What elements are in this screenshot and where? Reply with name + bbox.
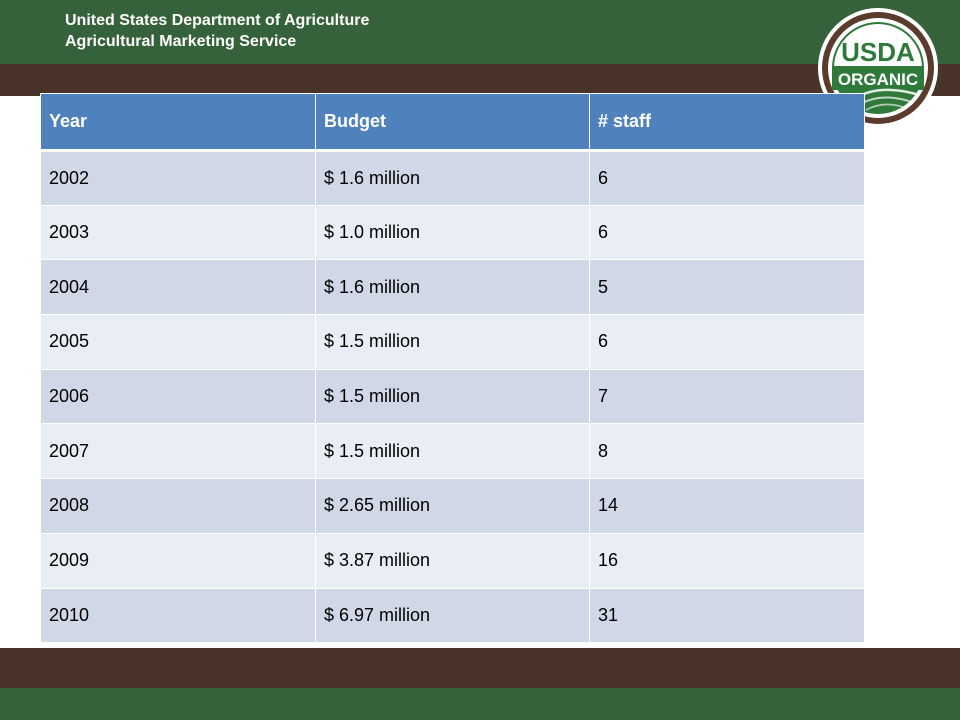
table-row: 2002 $ 1.6 million 6 <box>40 150 865 206</box>
cell-budget: $ 1.5 million <box>315 314 590 370</box>
cell-staff: 31 <box>589 587 865 644</box>
seal-bottom-text: ORGANIC <box>838 70 918 89</box>
table-row: 2006 $ 1.5 million 7 <box>40 368 865 425</box>
table-row: 2004 $ 1.6 million 5 <box>40 259 865 316</box>
cell-year: 2004 <box>40 259 316 316</box>
agency-name: United States Department of Agriculture <box>65 12 370 29</box>
cell-budget: $ 1.5 million <box>315 368 590 425</box>
cell-year: 2010 <box>40 587 316 644</box>
cell-budget: $ 3.87 million <box>315 532 590 589</box>
column-header-budget: Budget <box>315 93 590 152</box>
cell-staff: 14 <box>589 478 865 534</box>
footer-green-band <box>0 688 960 720</box>
table-row: 2010 $ 6.97 million 31 <box>40 587 865 644</box>
table-row: 2008 $ 2.65 million 14 <box>40 478 865 534</box>
header-brown-stripe <box>0 64 960 96</box>
cell-year: 2008 <box>40 478 316 534</box>
header-band <box>0 0 960 64</box>
cell-budget: $ 2.65 million <box>315 478 590 534</box>
cell-year: 2007 <box>40 423 316 480</box>
cell-year: 2009 <box>40 532 316 589</box>
table-header-row: Year Budget # staff <box>40 93 865 152</box>
cell-year: 2002 <box>40 150 316 206</box>
column-header-staff: # staff <box>589 93 865 152</box>
cell-staff: 6 <box>589 150 865 206</box>
usda-organic-seal-icon: USDA ORGANIC <box>818 8 938 128</box>
cell-staff: 6 <box>589 204 865 261</box>
cell-year: 2005 <box>40 314 316 370</box>
column-header-year: Year <box>40 93 316 152</box>
cell-year: 2006 <box>40 368 316 425</box>
table-row: 2007 $ 1.5 million 8 <box>40 423 865 480</box>
cell-year: 2003 <box>40 204 316 261</box>
seal-top-text: USDA <box>841 37 915 67</box>
cell-staff: 8 <box>589 423 865 480</box>
table-row: 2003 $ 1.0 million 6 <box>40 204 865 261</box>
cell-staff: 6 <box>589 314 865 370</box>
budget-staff-table: Year Budget # staff 2002 $ 1.6 million 6… <box>40 93 865 644</box>
cell-budget: $ 1.6 million <box>315 259 590 316</box>
cell-staff: 16 <box>589 532 865 589</box>
cell-budget: $ 6.97 million <box>315 587 590 644</box>
table-row: 2005 $ 1.5 million 6 <box>40 314 865 370</box>
cell-staff: 7 <box>589 368 865 425</box>
agency-service: Agricultural Marketing Service <box>65 33 297 50</box>
cell-budget: $ 1.0 million <box>315 204 590 261</box>
table-row: 2009 $ 3.87 million 16 <box>40 532 865 589</box>
agency-title: United States Department of Agriculture … <box>65 10 369 52</box>
footer-brown-band <box>0 648 960 688</box>
cell-staff: 5 <box>589 259 865 316</box>
cell-budget: $ 1.6 million <box>315 150 590 206</box>
cell-budget: $ 1.5 million <box>315 423 590 480</box>
